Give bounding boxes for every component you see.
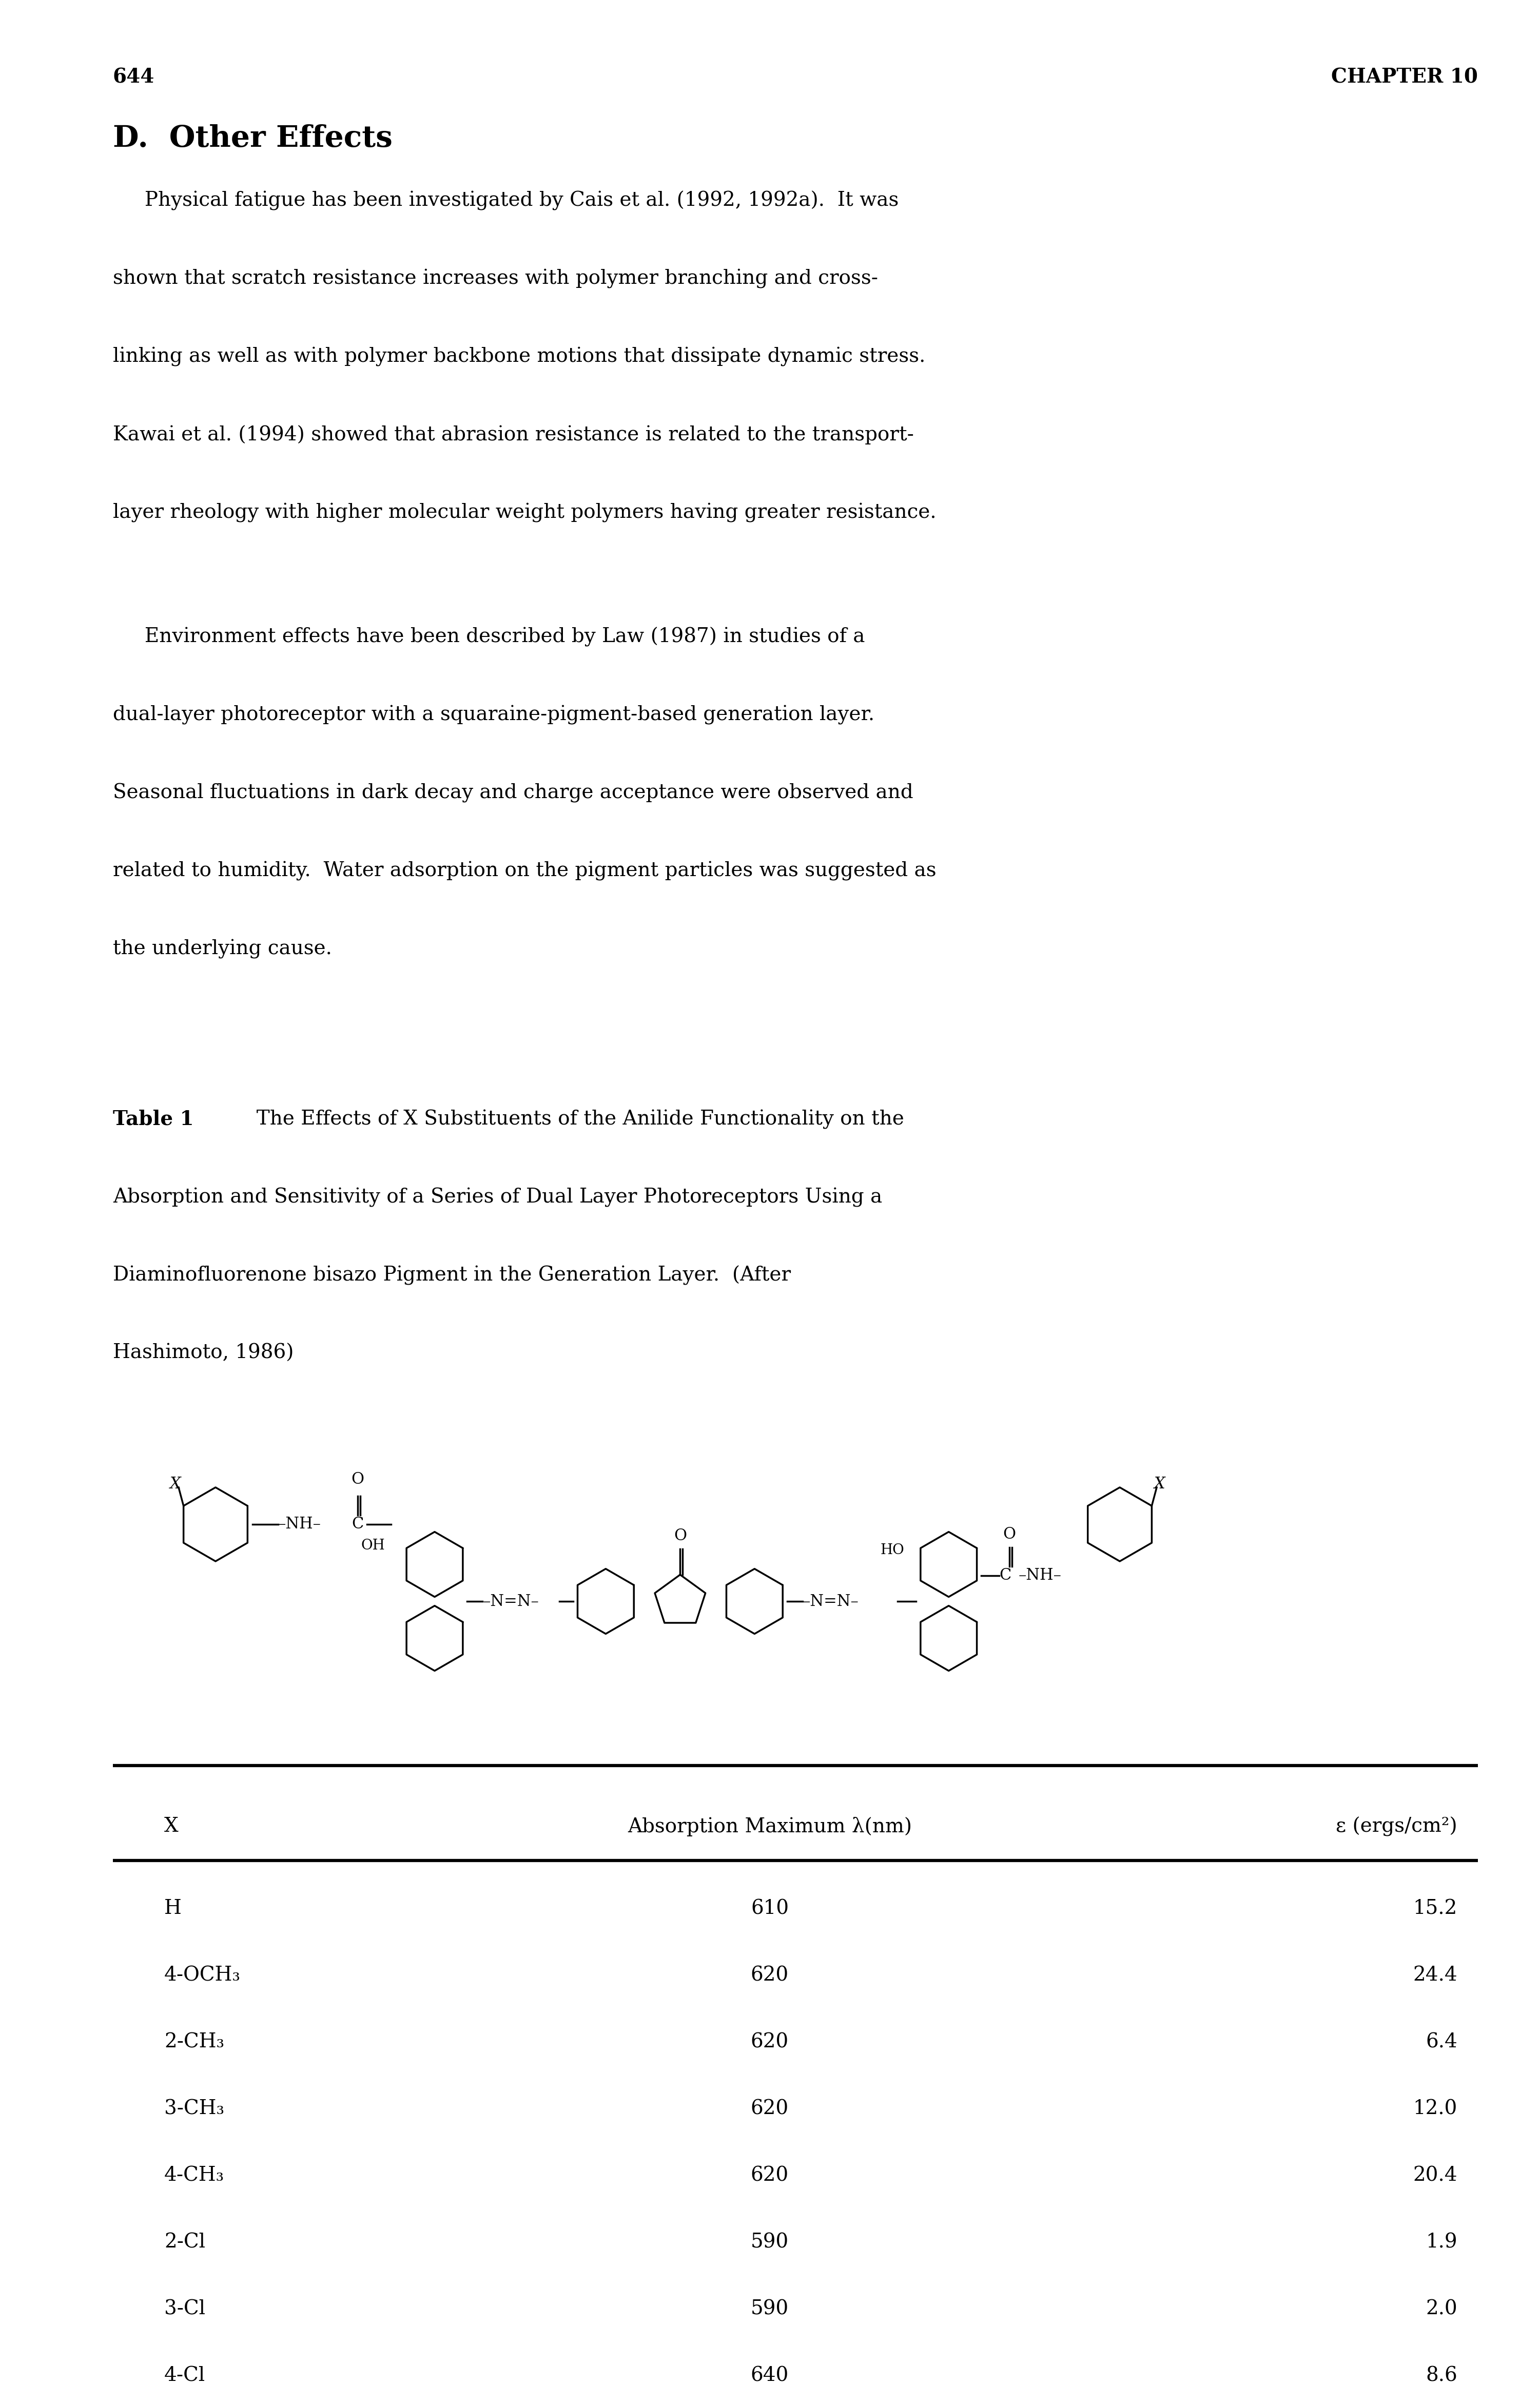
Text: 6.4: 6.4 [1426, 2033, 1457, 2052]
Text: related to humidity.  Water adsorption on the pigment particles was suggested as: related to humidity. Water adsorption on… [112, 860, 936, 882]
Text: 15.2: 15.2 [1414, 1898, 1457, 1918]
Text: shown that scratch resistance increases with polymer branching and cross-: shown that scratch resistance increases … [112, 269, 878, 288]
Text: 620: 620 [750, 1966, 788, 1985]
Text: X: X [169, 1475, 182, 1492]
Text: 3-Cl: 3-Cl [165, 2300, 205, 2319]
Text: 640: 640 [750, 2367, 788, 2386]
Text: The Effects of X Substituents of the Anilide Functionality on the: The Effects of X Substituents of the Ani… [243, 1110, 904, 1129]
Text: –N=N–: –N=N– [482, 1593, 539, 1610]
Text: CHAPTER 10: CHAPTER 10 [1331, 67, 1478, 87]
Text: –NH–: –NH– [279, 1516, 322, 1533]
Text: 2-Cl: 2-Cl [165, 2232, 205, 2252]
Text: 4-OCH₃: 4-OCH₃ [165, 1966, 240, 1985]
Text: O: O [351, 1471, 363, 1487]
Text: the underlying cause.: the underlying cause. [112, 940, 333, 959]
Text: C: C [999, 1567, 1012, 1584]
Text: dual-layer photoreceptor with a squaraine-pigment-based generation layer.: dual-layer photoreceptor with a squarain… [112, 704, 875, 726]
Text: OH: OH [360, 1538, 385, 1552]
Text: Environment effects have been described by Law (1987) in studies of a: Environment effects have been described … [112, 627, 865, 646]
Text: O: O [1003, 1526, 1016, 1543]
Text: X: X [165, 1817, 179, 1836]
Text: ε (ergs/cm²): ε (ergs/cm²) [1335, 1817, 1457, 1836]
Text: Absorption and Sensitivity of a Series of Dual Layer Photoreceptors Using a: Absorption and Sensitivity of a Series o… [112, 1187, 882, 1206]
Text: 620: 620 [750, 2033, 788, 2052]
Text: 590: 590 [750, 2300, 788, 2319]
Text: linking as well as with polymer backbone motions that dissipate dynamic stress.: linking as well as with polymer backbone… [112, 346, 926, 365]
Text: 2.0: 2.0 [1426, 2300, 1457, 2319]
Text: –NH–: –NH– [1018, 1567, 1061, 1584]
Text: 620: 620 [750, 2100, 788, 2117]
Text: 4-CH₃: 4-CH₃ [165, 2165, 225, 2184]
Text: Physical fatigue has been investigated by Cais et al. (1992, 1992a).  It was: Physical fatigue has been investigated b… [112, 190, 899, 211]
Text: 8.6: 8.6 [1426, 2367, 1457, 2386]
Text: 3-CH₃: 3-CH₃ [165, 2100, 225, 2117]
Text: 24.4: 24.4 [1412, 1966, 1457, 1985]
Text: 1.9: 1.9 [1426, 2232, 1457, 2252]
Text: 620: 620 [750, 2165, 788, 2184]
Text: 590: 590 [750, 2232, 788, 2252]
Text: Seasonal fluctuations in dark decay and charge acceptance were observed and: Seasonal fluctuations in dark decay and … [112, 783, 913, 803]
Text: layer rheology with higher molecular weight polymers having greater resistance.: layer rheology with higher molecular wei… [112, 502, 936, 521]
Text: HO: HO [881, 1543, 904, 1557]
Text: 610: 610 [750, 1898, 788, 1918]
Text: 4-Cl: 4-Cl [165, 2367, 205, 2386]
Text: 2-CH₃: 2-CH₃ [165, 2033, 225, 2052]
Text: Diaminofluorenone bisazo Pigment in the Generation Layer.  (After: Diaminofluorenone bisazo Pigment in the … [112, 1266, 792, 1286]
Text: H: H [165, 1898, 182, 1918]
Text: 644: 644 [112, 67, 154, 87]
Text: –N=N–: –N=N– [802, 1593, 859, 1610]
Text: Hashimoto, 1986): Hashimoto, 1986) [112, 1343, 294, 1363]
Text: 12.0: 12.0 [1414, 2100, 1457, 2117]
Text: Kawai et al. (1994) showed that abrasion resistance is related to the transport-: Kawai et al. (1994) showed that abrasion… [112, 425, 913, 445]
Text: X: X [1153, 1475, 1166, 1492]
Text: O: O [673, 1528, 687, 1543]
Text: Table 1: Table 1 [112, 1110, 194, 1129]
Text: D.  Other Effects: D. Other Effects [112, 125, 393, 154]
Text: 20.4: 20.4 [1412, 2165, 1457, 2184]
Text: Absorption Maximum λ(nm): Absorption Maximum λ(nm) [628, 1817, 912, 1836]
Text: C: C [351, 1516, 363, 1533]
